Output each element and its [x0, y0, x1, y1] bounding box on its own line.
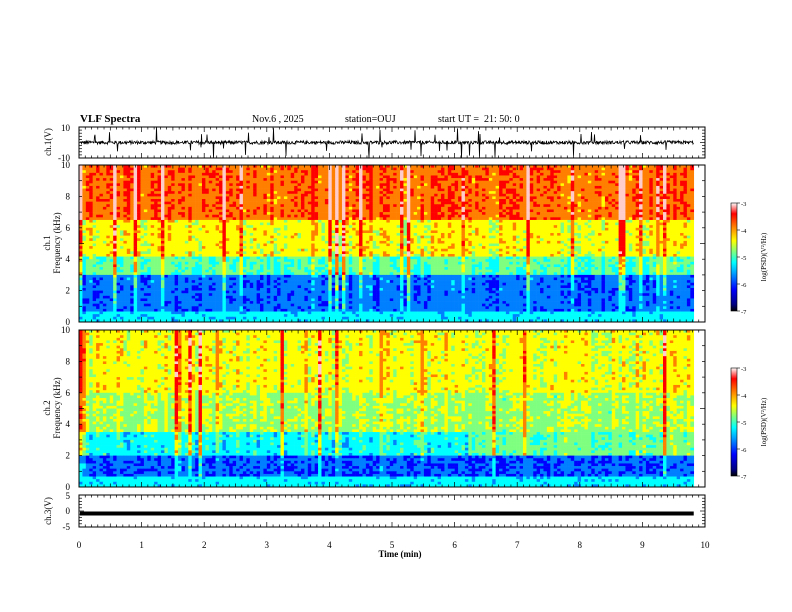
ch2-spectrogram-image — [79, 330, 695, 488]
ch1-spectrogram-panel: 0 2 4 6 8 10 ch.1 Frequency (kHz) — [42, 160, 706, 327]
x-tick-label: 9 — [640, 540, 645, 550]
colorbar-tick-label: -4 — [741, 393, 747, 400]
ch1-waveform-line — [80, 127, 694, 159]
ch2-colorbar: -3 -4 -5 -6 -7 log(PSD)(V²/Hz) — [730, 366, 768, 481]
colorbar-tick-label: -7 — [741, 309, 747, 316]
ch1-waveform-panel: 10 -10 ch.1(V) — [43, 123, 706, 163]
ch2-colorbar-label: log(PSD)(V²/Hz) — [760, 397, 768, 446]
colorbar-tick-label: -3 — [741, 201, 746, 208]
ch3-ytick-top: 5 — [66, 491, 71, 501]
x-axis-tick-labels: 0 1 2 3 4 5 6 7 8 9 10 — [77, 540, 710, 550]
ch1-spectrogram-image — [79, 165, 695, 323]
figure-title: VLF Spectra — [80, 113, 140, 125]
y-tick-label: 4 — [66, 254, 71, 264]
x-tick-label: 2 — [202, 540, 207, 550]
colorbar-tick-label: -4 — [741, 228, 747, 235]
date-label: Nov.6 , 2025 — [252, 114, 304, 125]
station-label: station=OUJ — [345, 114, 396, 125]
y-tick-label: 6 — [66, 223, 71, 233]
x-tick-label: 1 — [139, 540, 144, 550]
colorbar-tick-label: -5 — [741, 420, 746, 427]
ch3-waveform-panel: 5 0 -5 ch.3(V) — [43, 491, 706, 532]
ch1-ylabel-line1: ch.1 — [42, 235, 52, 250]
y-tick-label: 8 — [66, 191, 71, 201]
x-tick-label: 8 — [578, 540, 583, 550]
x-axis-label: Time (min) — [378, 549, 421, 559]
y-tick-label: 2 — [66, 451, 71, 461]
ch3-ylabel: ch.3(V) — [43, 497, 53, 525]
y-tick-label: 6 — [66, 388, 71, 398]
x-tick-label: 10 — [701, 540, 711, 550]
y-tick-label: 4 — [66, 419, 71, 429]
ch1-ytick-bottom: -10 — [58, 153, 70, 163]
colorbar-tick-label: -3 — [741, 366, 746, 373]
ch3-ytick-bottom: -5 — [63, 522, 71, 532]
start-ut-label: start UT = 21: 50: 0 — [438, 114, 520, 125]
y-tick-label: 0 — [66, 317, 71, 327]
x-tick-label: 3 — [265, 540, 270, 550]
ch2-ylabel-line1: ch.2 — [42, 400, 52, 415]
x-tick-label: 7 — [515, 540, 520, 550]
ch2-ylabel-line2: Frequency (kHz) — [52, 377, 62, 438]
y-tick-label: 8 — [66, 356, 71, 366]
y-tick-label: 10 — [61, 325, 71, 335]
colorbar-tick-label: -6 — [741, 282, 747, 289]
colorbar-tick-label: -5 — [741, 255, 746, 262]
colorbar-tick-label: -7 — [741, 474, 747, 481]
ch1-ylabel-line2: Frequency (kHz) — [52, 212, 62, 273]
ch2-spectrogram-panel: 0 2 4 6 8 10 ch.2 Frequency (kHz) — [42, 325, 706, 492]
ch1-ylabel: ch.1(V) — [43, 128, 53, 156]
x-tick-label: 5 — [390, 540, 395, 550]
ch1-colorbar-label: log(PSD)(V²/Hz) — [760, 232, 768, 281]
y-tick-label: 0 — [66, 482, 71, 492]
colorbar-tick-label: -6 — [741, 447, 747, 454]
ch1-ytick-top: 10 — [61, 123, 71, 133]
ch3-ytick-mid: 0 — [66, 506, 71, 516]
x-tick-label: 0 — [77, 540, 82, 550]
y-tick-label: 10 — [61, 160, 71, 170]
x-axis-ticks — [78, 126, 706, 528]
x-tick-label: 4 — [327, 540, 332, 550]
y-tick-label: 2 — [66, 286, 71, 296]
ch1-colorbar: -3 -4 -5 -6 -7 log(PSD)(V²/Hz) — [730, 201, 768, 316]
x-tick-label: 6 — [452, 540, 457, 550]
